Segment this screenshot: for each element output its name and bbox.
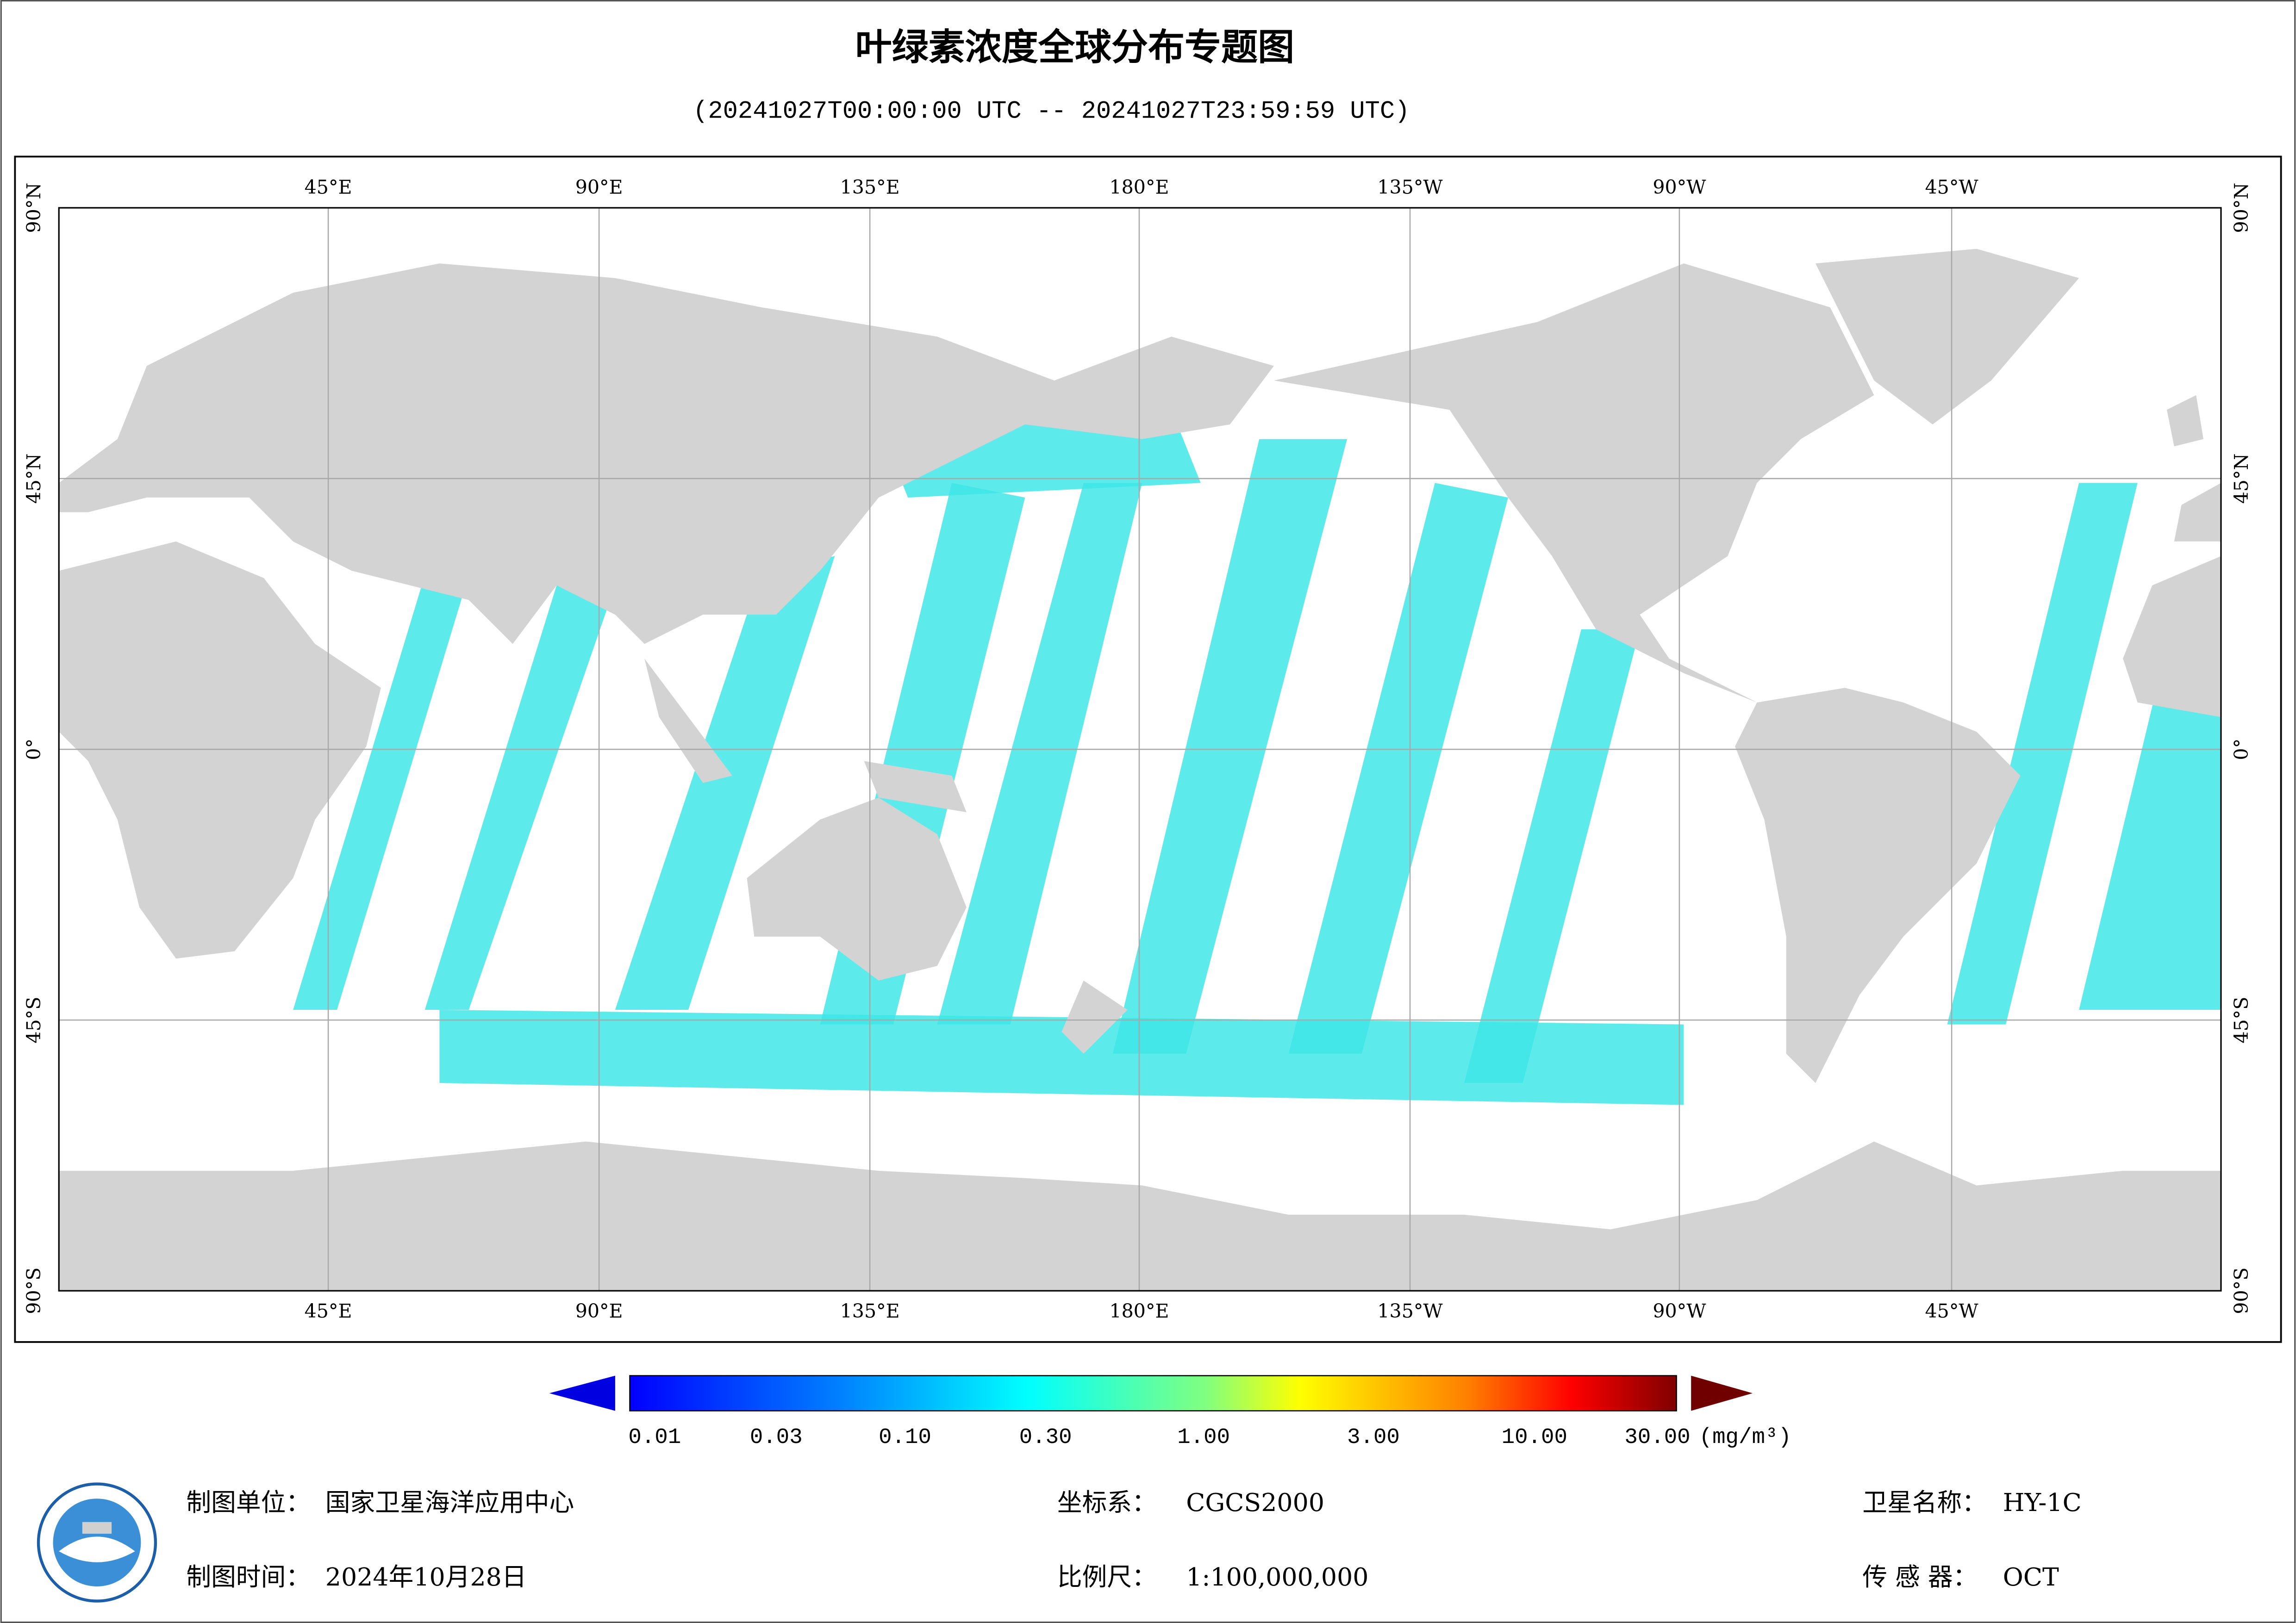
longitude-label-bottom: 45°W xyxy=(1925,1300,1979,1322)
colorbar-label: 3.00 xyxy=(1347,1425,1400,1450)
colorbar-unit: (mg/m³) xyxy=(1699,1425,1791,1450)
footer-value: OCT xyxy=(2003,1562,2059,1592)
title: 叶绿素浓度全球分布专题图 xyxy=(855,26,1295,68)
longitude-label-bottom: 90°E xyxy=(575,1300,623,1322)
latitude-label-right: 45°N xyxy=(2230,454,2252,504)
latitude-label-right: 90°N xyxy=(2230,183,2252,233)
footer-value: CGCS2000 xyxy=(1186,1488,1324,1517)
longitude-label-top: 180°E xyxy=(1110,176,1169,198)
footer-value: HY-1C xyxy=(2003,1488,2082,1517)
footer-label: 制图单位： xyxy=(186,1488,311,1517)
colorbar-label: 0.01 xyxy=(628,1425,681,1450)
latitude-label-left: 45°N xyxy=(23,454,45,504)
footer-value: 1:100,000,000 xyxy=(1186,1562,1368,1592)
subtitle: (20241027T00:00:00 UTC -- 20241027T23:59… xyxy=(693,98,1410,126)
colorbar-label: 0.03 xyxy=(750,1425,803,1450)
colorbar-label: 30.00 xyxy=(1624,1425,1690,1450)
longitude-label-bottom: 180°E xyxy=(1110,1300,1169,1322)
latitude-label-right: 90°S xyxy=(2230,1268,2252,1314)
footer-label: 制图时间： xyxy=(186,1562,311,1592)
latitude-label-left: 45°S xyxy=(23,997,45,1044)
footer-value: 2024年10月28日 xyxy=(325,1562,527,1592)
longitude-label-top: 90°E xyxy=(575,176,623,198)
colorbar-label: 0.30 xyxy=(1019,1425,1072,1450)
longitude-label-top: 135°W xyxy=(1377,176,1443,198)
footer-value: 国家卫星海洋应用中心 xyxy=(325,1488,574,1517)
latitude-label-left: 0° xyxy=(23,739,45,760)
footer-label: 卫星名称： xyxy=(1862,1488,1987,1517)
footer-label: 坐标系： xyxy=(1057,1488,1157,1517)
latitude-label-left: 90°N xyxy=(23,183,45,233)
colorbar-label: 10.00 xyxy=(1502,1425,1567,1450)
latitude-label-right: 45°S xyxy=(2230,997,2252,1044)
longitude-label-bottom: 135°W xyxy=(1377,1300,1443,1322)
footer-label: 比例尺： xyxy=(1057,1562,1157,1592)
colorbar-label: 1.00 xyxy=(1177,1425,1230,1450)
colorbar-ramp xyxy=(629,1375,1677,1412)
map-frame xyxy=(14,155,2282,1343)
colorbar-high-arrow xyxy=(1691,1375,1753,1411)
footer-label: 传 感 器： xyxy=(1862,1562,1978,1592)
longitude-label-bottom: 45°E xyxy=(305,1300,352,1322)
colorbar-label: 0.10 xyxy=(879,1425,931,1450)
latitude-label-left: 90°S xyxy=(23,1268,45,1314)
longitude-label-bottom: 90°W xyxy=(1653,1300,1706,1322)
latitude-label-right: 0° xyxy=(2230,739,2252,760)
colorbar: 0.01 0.03 0.10 0.30 1.00 3.00 10.00 30.00 (mg/m³… xyxy=(549,1375,1791,1450)
logo xyxy=(37,1482,157,1603)
longitude-label-bottom: 135°E xyxy=(840,1300,900,1322)
graticule: 45°E 45°E 90°E 90°E 135°E 135°E 180°E 180°E 135°… xyxy=(23,176,2252,1322)
longitude-label-top: 135°E xyxy=(840,176,900,198)
longitude-label-top: 90°W xyxy=(1653,176,1706,198)
longitude-label-top: 45°E xyxy=(305,176,352,198)
colorbar-low-arrow xyxy=(549,1375,615,1411)
map-border xyxy=(58,207,2222,1292)
longitude-label-top: 45°W xyxy=(1925,176,1979,198)
